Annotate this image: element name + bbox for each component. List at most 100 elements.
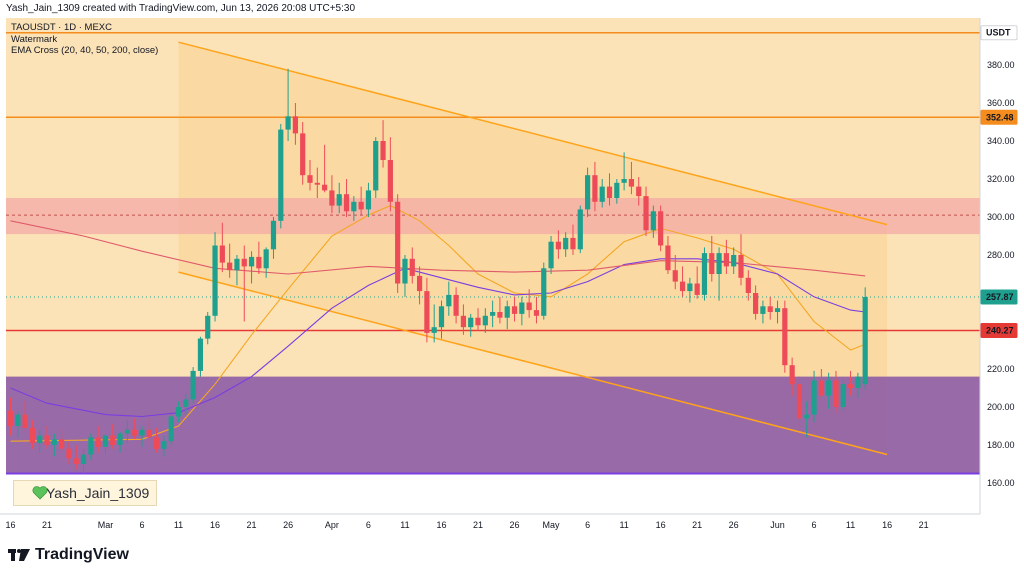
candle bbox=[490, 300, 496, 328]
candle-body bbox=[22, 414, 28, 428]
candle-body bbox=[490, 312, 496, 316]
price-tick-label: 320.00 bbox=[987, 174, 1015, 184]
candle bbox=[51, 433, 57, 457]
candle bbox=[738, 234, 744, 286]
candle-body bbox=[132, 429, 138, 436]
candle bbox=[307, 160, 313, 191]
candle bbox=[190, 367, 196, 404]
candle-body bbox=[818, 380, 824, 396]
candle bbox=[709, 236, 715, 282]
candle-body bbox=[723, 253, 729, 267]
candle bbox=[453, 287, 459, 324]
candle-body bbox=[358, 201, 364, 210]
tradingview-logo-icon bbox=[8, 549, 30, 561]
price-axis: 160.00180.00200.00220.00240.00260.00280.… bbox=[979, 18, 1024, 514]
candle bbox=[650, 205, 656, 238]
date-tick-label: Mar bbox=[98, 520, 114, 530]
candle-body bbox=[753, 293, 759, 314]
horizontal-levels bbox=[6, 31, 980, 475]
candle-body bbox=[270, 220, 277, 250]
candle bbox=[219, 222, 225, 273]
date-tick-label: 26 bbox=[729, 520, 739, 530]
channel-upper-line bbox=[178, 41, 888, 226]
candle-body bbox=[577, 209, 583, 250]
candle bbox=[628, 161, 635, 195]
candle-body bbox=[161, 441, 167, 449]
candle-body bbox=[431, 327, 437, 333]
candle-body bbox=[460, 315, 467, 328]
price-badge-label: USDT bbox=[986, 28, 1011, 38]
time-axis: 16 21 Mar 6 11 16 21 26 Apr 6 11 16 21 26 May 6 11 16 21 26… bbox=[0, 513, 1024, 540]
candle-body bbox=[782, 308, 788, 366]
chart-legend: TAOUSDT · 1D · MEXC Watermark EMA Cross … bbox=[11, 22, 158, 57]
candle-body bbox=[197, 338, 204, 371]
date-tick-label: Jun bbox=[770, 520, 785, 530]
price-tick-label: 220.00 bbox=[987, 364, 1015, 374]
candle-body bbox=[497, 312, 503, 318]
date-tick-label: 11 bbox=[846, 520, 855, 530]
candle-body bbox=[679, 281, 686, 292]
price-badge-label: 240.27 bbox=[986, 325, 1014, 335]
candle bbox=[599, 179, 605, 208]
indicator-label[interactable]: EMA Cross (20, 40, 50, 200, close) bbox=[11, 45, 159, 56]
date-tick-label: 6 bbox=[139, 520, 144, 530]
symbol-label[interactable]: TAOUSDT · 1D · MEXC bbox=[11, 22, 112, 33]
candle-body bbox=[256, 256, 262, 269]
candle bbox=[504, 300, 510, 330]
candle-body bbox=[548, 241, 554, 269]
candle bbox=[753, 285, 759, 320]
candle-body bbox=[650, 211, 656, 231]
candle bbox=[80, 448, 87, 474]
date-tick-label: 11 bbox=[619, 520, 628, 530]
candle bbox=[431, 304, 437, 343]
candle-body bbox=[248, 256, 255, 267]
price-badge-last bbox=[980, 289, 1018, 305]
candle-body bbox=[373, 141, 379, 191]
candle-body bbox=[862, 297, 868, 385]
candle-body bbox=[621, 179, 627, 183]
price-tick-label: 160.00 bbox=[987, 478, 1015, 488]
candle-body bbox=[336, 194, 342, 206]
candle-body bbox=[606, 186, 613, 198]
candle bbox=[358, 186, 364, 216]
candle-body bbox=[15, 414, 21, 426]
candle bbox=[73, 445, 79, 470]
candle bbox=[774, 300, 781, 324]
candle bbox=[855, 372, 861, 398]
candle bbox=[694, 266, 700, 299]
price-tick-label: 340.00 bbox=[987, 136, 1015, 146]
candle-body bbox=[183, 399, 189, 407]
date-tick-label: 21 bbox=[692, 520, 702, 530]
time-axis-background bbox=[0, 514, 1024, 540]
candle bbox=[139, 426, 145, 447]
candle bbox=[278, 123, 284, 229]
candle bbox=[847, 370, 854, 396]
candle-body bbox=[88, 437, 94, 455]
candle-body bbox=[205, 315, 211, 339]
watermark-label[interactable]: Watermark bbox=[11, 33, 58, 45]
candle-body bbox=[453, 294, 459, 316]
candle-body bbox=[614, 182, 620, 198]
date-tick-label: 21 bbox=[919, 520, 929, 530]
date-tick-label: 6 bbox=[366, 520, 371, 530]
date-tick-label: 21 bbox=[42, 520, 52, 530]
candle-body bbox=[300, 133, 306, 176]
candle bbox=[241, 245, 247, 322]
candle-body bbox=[475, 317, 481, 326]
candle-body bbox=[329, 190, 335, 206]
descending-channel bbox=[178, 41, 888, 456]
candle-body bbox=[343, 194, 350, 212]
price-tick-label: 280.00 bbox=[987, 250, 1015, 260]
candle-body bbox=[438, 306, 445, 328]
candle bbox=[256, 241, 262, 274]
candle-body bbox=[227, 262, 233, 271]
candlesticks bbox=[7, 68, 868, 474]
candle-body bbox=[584, 175, 591, 210]
candle bbox=[541, 262, 547, 320]
candle bbox=[161, 435, 167, 457]
tradingview-brand[interactable]: TradingView bbox=[8, 544, 129, 566]
candle bbox=[862, 287, 868, 390]
candle bbox=[555, 230, 561, 259]
candle bbox=[402, 255, 408, 297]
